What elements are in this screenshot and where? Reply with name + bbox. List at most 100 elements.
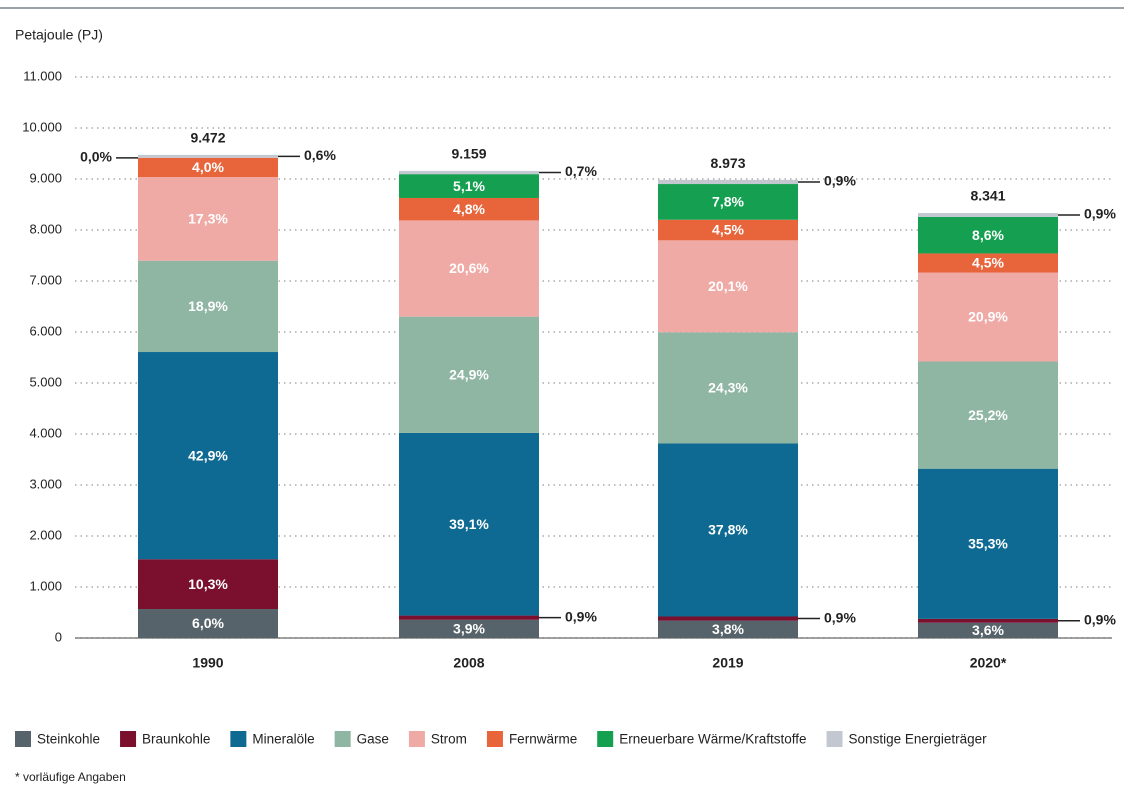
value-label: 39,1% [449, 516, 489, 532]
legend-label: Mineralöle [252, 732, 314, 747]
y-tick-label: 10.000 [22, 119, 62, 134]
bar-segment [399, 615, 539, 620]
y-tick-label: 4.000 [29, 425, 62, 440]
value-label: 4,5% [712, 222, 744, 238]
bar-segment [918, 216, 1058, 254]
footnote: * vorläufige Angaben [15, 770, 126, 784]
y-tick-label: 7.000 [29, 272, 62, 287]
legend-swatch [230, 731, 247, 747]
value-label: 0,9% [824, 173, 856, 189]
legend-swatch [597, 731, 614, 747]
value-label: 0,9% [824, 609, 856, 625]
y-tick-label: 5.000 [29, 374, 62, 389]
legend-label: Gase [357, 732, 389, 747]
x-tick-label: 2020* [970, 655, 1007, 671]
bar-segment [138, 157, 278, 178]
legend-swatch [826, 731, 843, 747]
value-label: 10,3% [188, 576, 228, 592]
value-label: 0,9% [1084, 206, 1116, 222]
value-label: 4,8% [453, 201, 485, 217]
value-label: 35,3% [968, 535, 1008, 551]
bar-segment [399, 174, 539, 198]
legend-label: Braunkohle [142, 732, 210, 747]
bar-segment [658, 332, 798, 444]
legend-swatch [15, 731, 31, 747]
value-label: 20,6% [449, 260, 489, 276]
legend-swatch [486, 731, 503, 747]
value-label: 8,6% [972, 227, 1004, 243]
x-tick-label: 2019 [712, 655, 743, 671]
bar-segment [138, 154, 278, 158]
total-label: 8.973 [710, 155, 745, 171]
y-tick-label: 11.000 [23, 68, 62, 83]
legend-label: Erneuerbare Wärme/Kraftstoffe [619, 732, 806, 747]
legend-label: Strom [431, 732, 467, 747]
value-label: 4,0% [192, 159, 224, 175]
x-tick-label: 1990 [192, 655, 223, 671]
value-label: 7,8% [712, 194, 744, 210]
y-tick-label: 2.000 [29, 527, 62, 542]
bar-segment [658, 240, 798, 333]
bar-segment [658, 616, 798, 621]
total-label: 9.472 [190, 130, 225, 146]
legend-swatch [408, 731, 425, 747]
bar-segment [658, 219, 798, 241]
y-tick-label: 3.000 [29, 476, 62, 491]
bar-segment [658, 443, 798, 617]
value-label: 0,6% [304, 147, 336, 163]
value-label: 17,3% [188, 211, 228, 227]
value-label: 24,3% [708, 380, 748, 396]
bar-segment [918, 213, 1058, 217]
value-label: 6,0% [192, 615, 224, 631]
bar-segment [138, 559, 278, 610]
bar-segment [399, 170, 539, 175]
value-label: 4,5% [972, 255, 1004, 271]
value-label: 25,2% [968, 407, 1008, 423]
bar-segment [658, 179, 798, 185]
value-label: 3,9% [453, 621, 485, 637]
bar-segment [918, 272, 1058, 362]
bar-segment [138, 352, 278, 560]
bar-segment [399, 316, 539, 433]
value-label: 18,9% [188, 298, 228, 314]
bar-segment [138, 609, 278, 638]
value-label: 20,1% [708, 278, 748, 294]
x-tick-label: 2008 [453, 655, 484, 671]
value-label: 37,8% [708, 522, 748, 538]
bar-segment [399, 432, 539, 616]
value-label: 0,9% [1084, 611, 1116, 627]
legend-label: Sonstige Energieträger [849, 732, 988, 747]
y-tick-label: 8.000 [29, 221, 62, 236]
value-label: 0,9% [565, 608, 597, 624]
value-label: 0,0% [80, 149, 112, 165]
y-tick-label: 9.000 [29, 170, 62, 185]
total-label: 8.341 [970, 187, 1005, 203]
bar-segment [658, 620, 798, 638]
value-label: 20,9% [968, 309, 1008, 325]
bar-segment [399, 220, 539, 317]
bar-segment [918, 468, 1058, 619]
bar-segment [918, 361, 1058, 469]
legend-swatch [334, 731, 351, 747]
y-axis-label: Petajoule (PJ) [15, 27, 103, 43]
bar-segment [138, 260, 278, 353]
bar-segment [399, 197, 539, 221]
bar-segment [138, 177, 278, 261]
value-label: 5,1% [453, 178, 485, 194]
y-tick-label: 1.000 [29, 578, 62, 593]
bar-segment [399, 619, 539, 638]
total-label: 9.159 [451, 146, 486, 162]
legend-label: Fernwärme [509, 732, 577, 747]
value-label: 24,9% [449, 366, 489, 382]
bar-segment [918, 253, 1058, 273]
value-label: 42,9% [188, 447, 228, 463]
bar-segment [658, 184, 798, 220]
legend-label: Steinkohle [37, 732, 100, 747]
bar-segment [918, 618, 1058, 623]
value-label: 0,7% [565, 163, 597, 179]
bar-segment [918, 622, 1058, 638]
legend-swatch [120, 731, 137, 747]
y-tick-label: 0 [55, 629, 62, 644]
value-label: 3,8% [712, 621, 744, 637]
